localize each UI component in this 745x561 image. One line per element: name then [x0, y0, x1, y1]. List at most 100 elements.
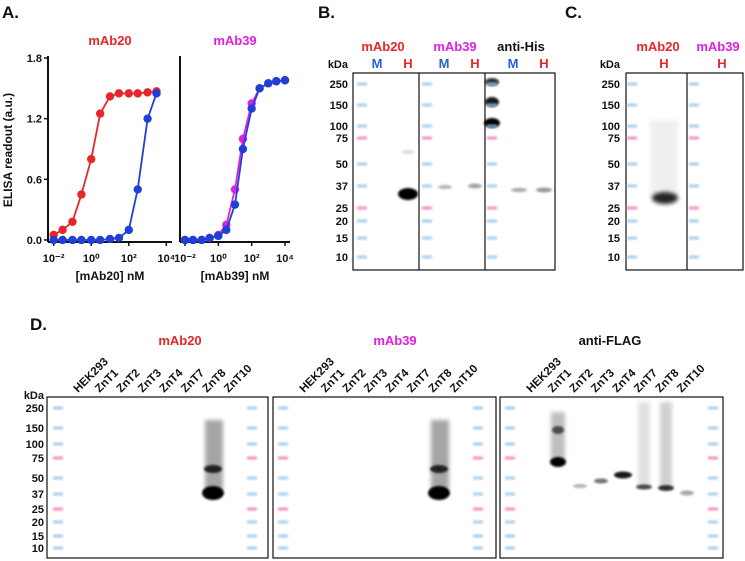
ladder-band	[487, 206, 497, 210]
lane-label: ZnT10	[448, 363, 480, 395]
group-title: mAb20	[158, 333, 201, 348]
ladder-band	[247, 534, 257, 538]
lane-label: M	[439, 56, 450, 71]
data-point	[205, 233, 214, 243]
ladder-band	[505, 442, 515, 446]
data-point	[255, 84, 264, 93]
ladder-band	[53, 476, 63, 480]
ladder-band	[708, 492, 718, 496]
ladder-band	[473, 456, 483, 460]
ladder-band	[357, 162, 367, 166]
ladder-band	[53, 426, 63, 430]
data-point	[105, 234, 115, 244]
marker-label: 15	[32, 531, 44, 543]
data-point	[105, 92, 115, 101]
marker-label: 20	[32, 517, 44, 529]
lane-label: ZnT8	[654, 367, 682, 395]
marker-label: 75	[336, 133, 348, 145]
y-tick-label: 1.8	[27, 53, 42, 65]
ladder-band	[708, 426, 718, 430]
ladder-band	[247, 426, 257, 430]
y-tick-label: 1.2	[27, 114, 42, 126]
lane-label: ZnT8	[427, 367, 455, 395]
lane-label: ZnT3	[589, 367, 617, 395]
ladder-band	[422, 206, 432, 210]
ladder-band	[278, 546, 288, 550]
ladder-band	[278, 456, 288, 460]
y-axis-label: ELISA readout (a.u.)	[1, 93, 15, 207]
data-point	[143, 88, 152, 97]
ladder-band	[505, 534, 515, 538]
ladder-band	[357, 103, 367, 107]
data-point	[68, 235, 77, 245]
ladder-band	[53, 520, 63, 524]
marker-label: 25	[336, 203, 348, 215]
ladder-band	[53, 507, 63, 511]
lane-label: H	[659, 56, 668, 71]
ladder-band	[473, 406, 483, 410]
marker-label: 37	[32, 489, 44, 501]
x-tick-label: 10⁻²	[43, 253, 65, 265]
data-point	[58, 225, 67, 235]
ladder-band	[487, 255, 497, 259]
panel-label: D.	[30, 315, 47, 334]
ladder-band	[505, 456, 515, 460]
lane-label: H	[403, 56, 412, 71]
ladder-band	[689, 219, 699, 223]
data-point	[95, 109, 105, 118]
ladder-band	[247, 406, 257, 410]
ladder-band	[487, 184, 497, 188]
ladder-band	[473, 426, 483, 430]
marker-label: 25	[32, 504, 44, 516]
marker-label: 75	[32, 453, 44, 465]
data-point	[197, 235, 206, 245]
ladder-band	[357, 206, 367, 210]
marker-label: 37	[336, 181, 348, 193]
group-title: mAb39	[433, 39, 476, 54]
ladder-band	[505, 520, 515, 524]
lane-label: ZnT7	[405, 367, 433, 395]
x-tick-label: 10⁴	[276, 253, 294, 265]
ladder-band	[473, 492, 483, 496]
lane-label: ZnT2	[115, 367, 143, 395]
marker-label: 50	[32, 473, 44, 485]
kda-label: kDa	[600, 59, 621, 71]
ladder-band	[708, 442, 718, 446]
ladder-band	[487, 82, 497, 86]
ladder-band	[505, 426, 515, 430]
marker-label: 150	[602, 100, 620, 112]
marker-label: 25	[608, 203, 620, 215]
marker-label: 100	[330, 121, 348, 133]
data-point	[238, 144, 248, 154]
lane-label: ZnT10	[222, 363, 254, 395]
ladder-band	[487, 124, 497, 128]
panel-label: C.	[565, 3, 582, 22]
group-title: mAb20	[361, 39, 404, 54]
ladder-band	[422, 255, 432, 259]
ladder-band	[689, 82, 699, 86]
ladder-band	[357, 255, 367, 259]
bands	[202, 78, 694, 500]
ladder-band	[627, 206, 637, 210]
ladder-band	[473, 476, 483, 480]
ladder-band	[422, 162, 432, 166]
data-point	[77, 190, 86, 199]
x-tick-label: 10⁴	[158, 253, 176, 265]
ladder-band	[627, 255, 637, 259]
ladder-band	[357, 82, 367, 86]
ladder-band	[627, 219, 637, 223]
ladder-band	[505, 406, 515, 410]
group-title: anti-His	[497, 39, 545, 54]
lane-label: ZnT3	[136, 367, 164, 395]
ladder-band	[708, 406, 718, 410]
ladder-band	[689, 162, 699, 166]
x-axis-label: [mAb39] nM	[201, 269, 270, 283]
marker-label: 250	[330, 79, 348, 91]
ladder-band	[487, 136, 497, 140]
data-point	[247, 104, 256, 113]
panel-label: A.	[2, 3, 19, 22]
ladder-band	[53, 406, 63, 410]
marker-label: 250	[26, 403, 44, 415]
marker-label: 100	[26, 439, 44, 451]
ladder-band	[422, 136, 432, 140]
